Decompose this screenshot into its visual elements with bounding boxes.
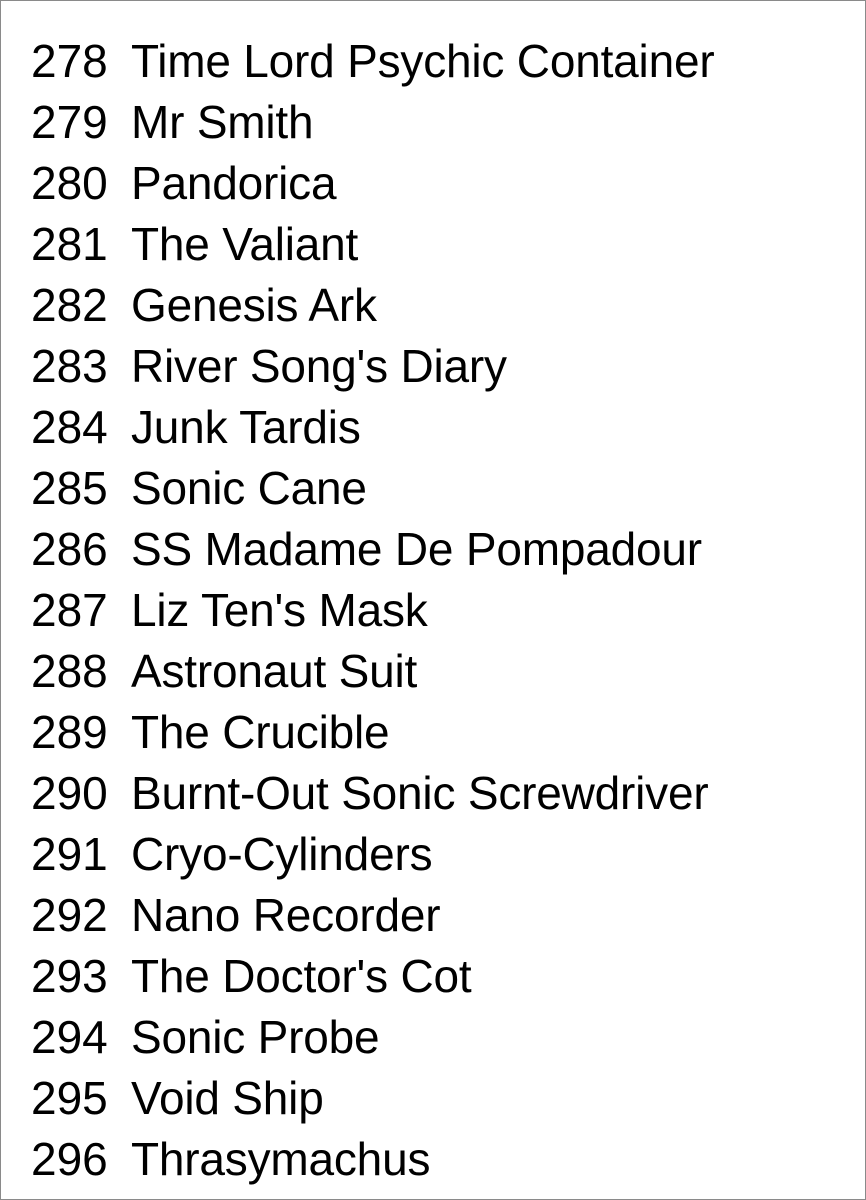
numbered-item-list: 278 Time Lord Psychic Container 279 Mr Smit… <box>1 31 865 1190</box>
list-item-label: Pandorica <box>131 157 337 209</box>
list-item-index: 288 <box>31 645 108 697</box>
list-item-index: 284 <box>31 401 108 453</box>
list-item[interactable]: 279 Mr Smith <box>1 92 865 153</box>
list-item-index: 280 <box>31 157 108 209</box>
list-item-label: Time Lord Psychic Container <box>131 35 715 87</box>
list-item-index: 285 <box>31 462 108 514</box>
list-item[interactable]: 288 Astronaut Suit <box>1 641 865 702</box>
list-item-index: 282 <box>31 279 108 331</box>
list-item-index: 279 <box>31 96 108 148</box>
list-item-index: 291 <box>31 828 108 880</box>
list-item-index: 296 <box>31 1133 108 1185</box>
list-item[interactable]: 289 The Crucible <box>1 702 865 763</box>
list-item[interactable]: 280 Pandorica <box>1 153 865 214</box>
list-item[interactable]: 286 SS Madame De Pompadour <box>1 519 865 580</box>
list-item[interactable]: 284 Junk Tardis <box>1 397 865 458</box>
list-item-index: 287 <box>31 584 108 636</box>
list-item[interactable]: 287 Liz Ten's Mask <box>1 580 865 641</box>
list-item[interactable]: 290 Burnt-Out Sonic Screwdriver <box>1 763 865 824</box>
list-item-label: Liz Ten's Mask <box>131 584 428 636</box>
list-item-label: SS Madame De Pompadour <box>131 523 702 575</box>
list-item-label: The Crucible <box>131 706 390 758</box>
list-item-index: 283 <box>31 340 108 392</box>
list-item-label: The Valiant <box>131 218 359 270</box>
list-item[interactable]: 294 Sonic Probe <box>1 1007 865 1068</box>
list-item[interactable]: 292 Nano Recorder <box>1 885 865 946</box>
list-item-label: Sonic Probe <box>131 1011 380 1063</box>
list-item[interactable]: 285 Sonic Cane <box>1 458 865 519</box>
list-item-label: Void Ship <box>131 1072 324 1124</box>
list-item[interactable]: 291 Cryo-Cylinders <box>1 824 865 885</box>
list-item-index: 295 <box>31 1072 108 1124</box>
list-item-label: Astronaut Suit <box>131 645 418 697</box>
list-item-index: 281 <box>31 218 108 270</box>
list-item-index: 290 <box>31 767 108 819</box>
list-item-label: River Song's Diary <box>131 340 507 392</box>
list-item-index: 289 <box>31 706 108 758</box>
list-item[interactable]: 293 The Doctor's Cot <box>1 946 865 1007</box>
list-item-label: The Doctor's Cot <box>131 950 472 1002</box>
list-item-label: Mr Smith <box>131 96 314 148</box>
list-item[interactable]: 281 The Valiant <box>1 214 865 275</box>
list-item-label: Sonic Cane <box>131 462 367 514</box>
list-item-index: 292 <box>31 889 108 941</box>
list-item[interactable]: 296 Thrasymachus <box>1 1129 865 1190</box>
list-item-index: 286 <box>31 523 108 575</box>
list-item-index: 293 <box>31 950 108 1002</box>
list-item-label: Thrasymachus <box>131 1133 431 1185</box>
list-item-index: 294 <box>31 1011 108 1063</box>
list-item-label: Burnt-Out Sonic Screwdriver <box>131 767 709 819</box>
list-item-label: Junk Tardis <box>131 401 361 453</box>
list-item[interactable]: 283 River Song's Diary <box>1 336 865 397</box>
list-item-label: Genesis Ark <box>131 279 377 331</box>
list-item-index: 278 <box>31 35 108 87</box>
list-item[interactable]: 278 Time Lord Psychic Container <box>1 31 865 92</box>
list-item[interactable]: 282 Genesis Ark <box>1 275 865 336</box>
list-item-label: Nano Recorder <box>131 889 441 941</box>
list-item-label: Cryo-Cylinders <box>131 828 433 880</box>
list-item[interactable]: 295 Void Ship <box>1 1068 865 1129</box>
